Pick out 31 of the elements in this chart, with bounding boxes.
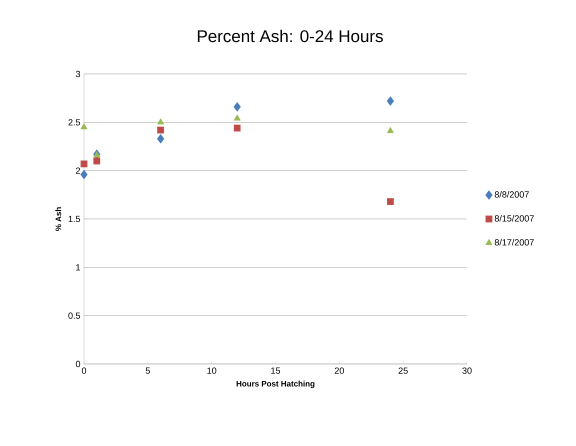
x-tick-label: 20 <box>334 368 344 374</box>
legend-label: 8/8/2007 <box>494 191 529 198</box>
x-tick-label: 0 <box>82 368 86 374</box>
point <box>234 114 241 121</box>
chart-title: Percent Ash: 0-24 Hours <box>198 30 383 42</box>
point <box>80 160 88 168</box>
y-tick-label: 0.5 <box>68 312 80 319</box>
y-tick-label: 2.5 <box>68 119 80 126</box>
point <box>234 102 241 112</box>
point <box>386 127 394 134</box>
y-tick-label: 1.5 <box>68 216 80 222</box>
x-tick-label: 10 <box>207 368 216 374</box>
legend-label: 8/15/2007 <box>494 214 534 222</box>
point <box>234 124 241 132</box>
legend-label: 8/17/2007 <box>494 238 534 246</box>
point <box>80 170 88 180</box>
x-tick-label: 25 <box>398 368 408 374</box>
x-tick-label: 5 <box>146 368 150 374</box>
point <box>156 134 164 144</box>
point <box>157 126 164 134</box>
point <box>93 158 100 164</box>
y-tick-label: 2 <box>76 168 80 174</box>
y-tick-label: 1 <box>76 264 80 270</box>
x-tick-label: 15 <box>271 368 280 374</box>
point <box>387 198 394 205</box>
point <box>80 123 88 130</box>
point <box>157 118 164 124</box>
x-tick-label: 30 <box>462 368 472 374</box>
y-tick-label: 0 <box>76 360 80 368</box>
point <box>386 96 394 106</box>
y-tick-label: 3 <box>76 70 80 78</box>
